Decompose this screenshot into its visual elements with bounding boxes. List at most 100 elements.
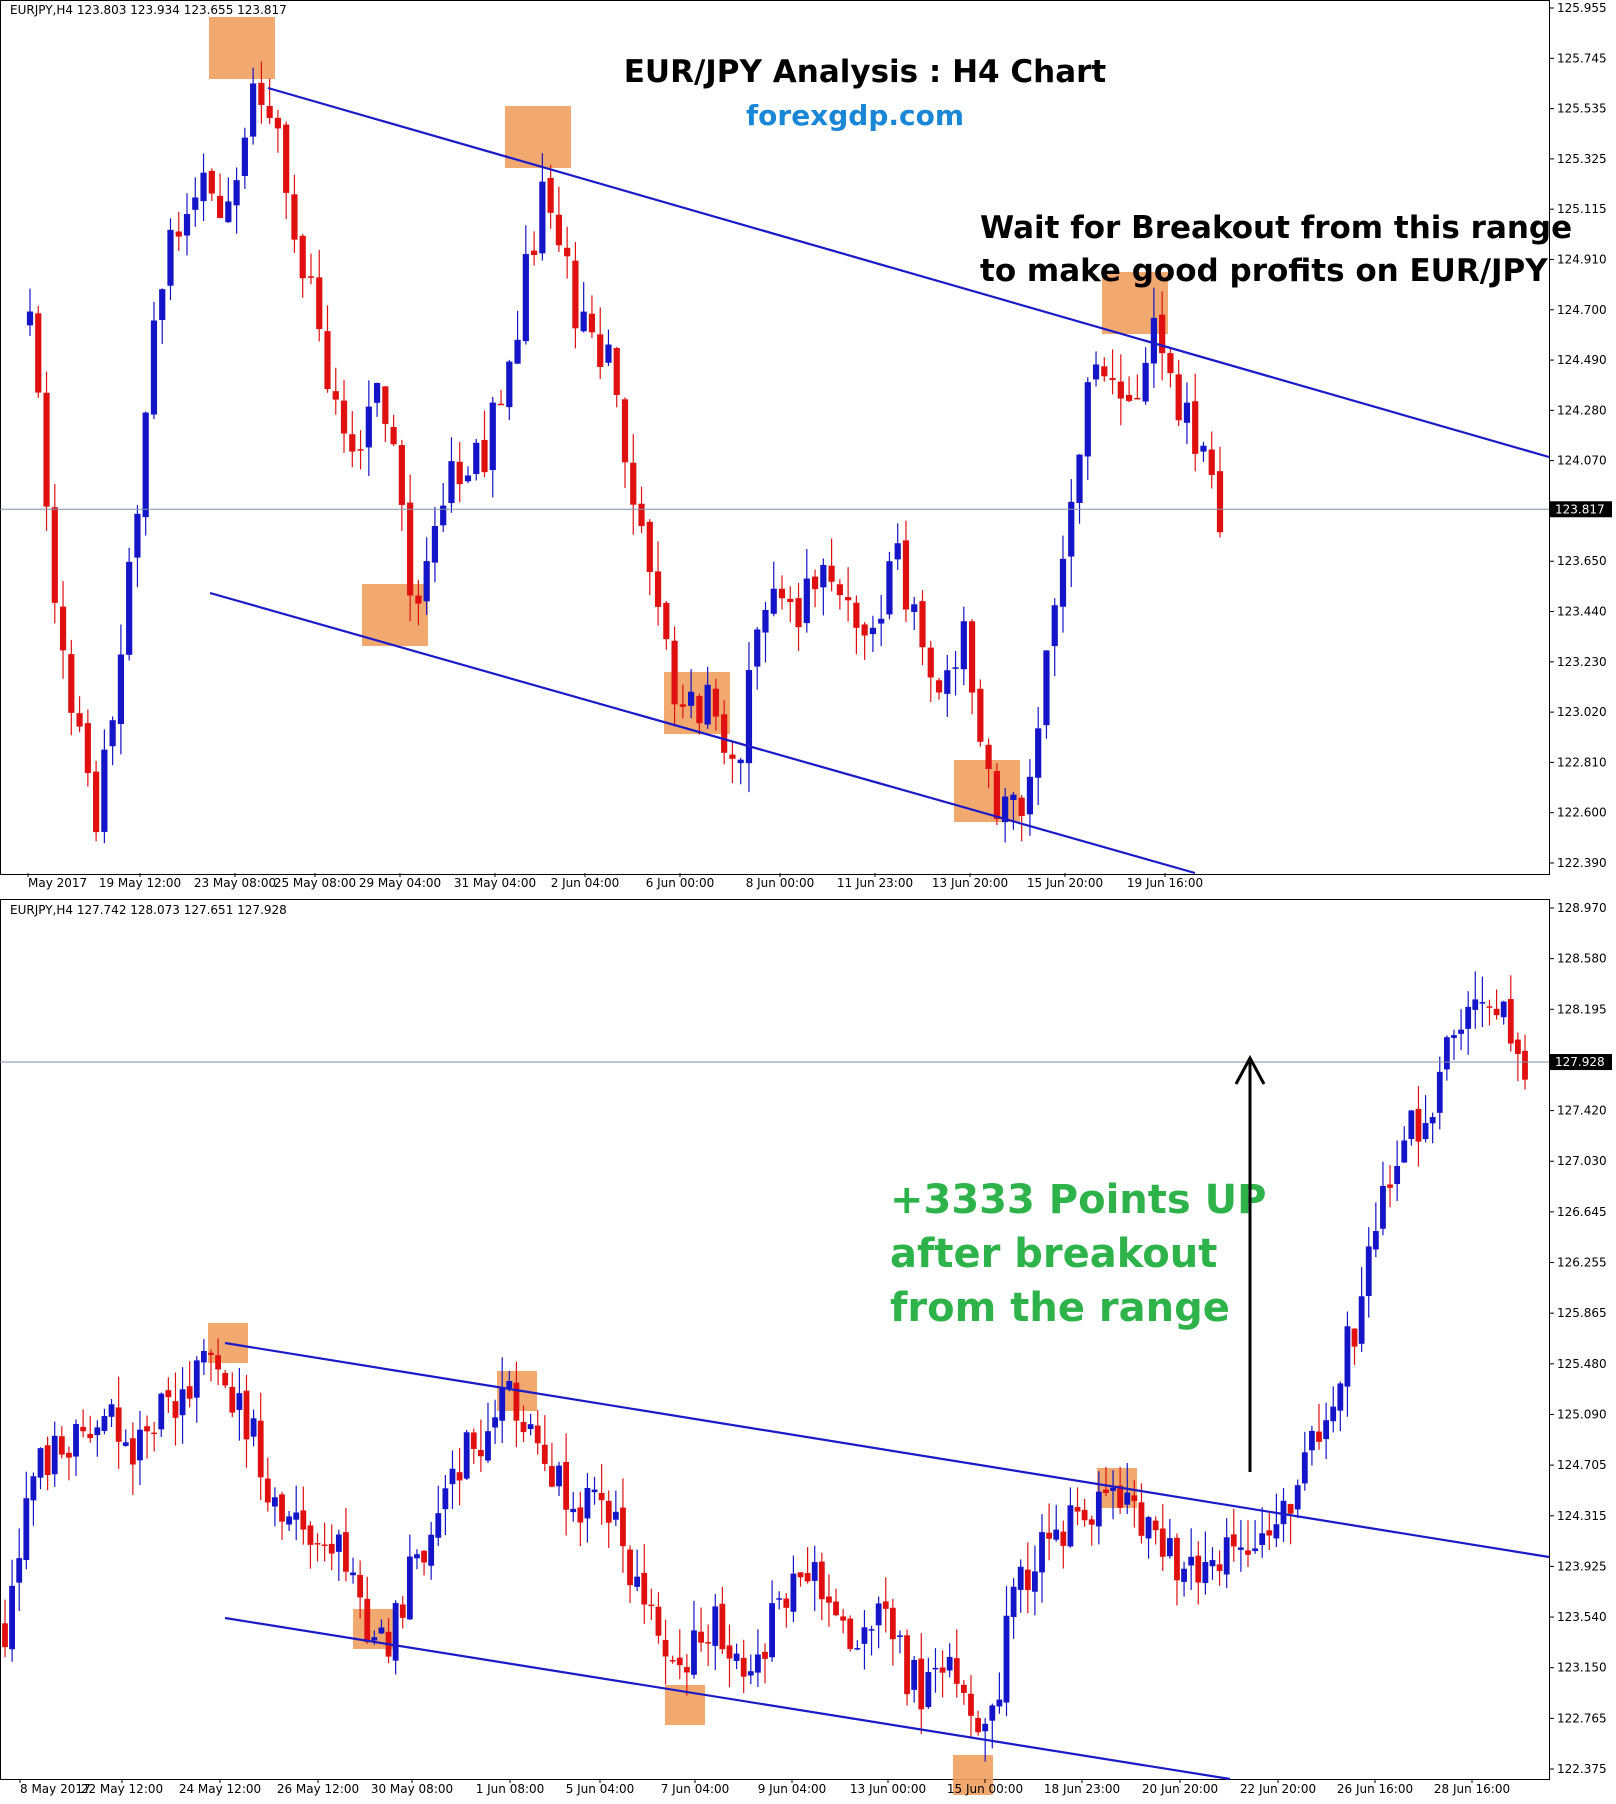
candle-body <box>59 606 67 651</box>
candle-body <box>332 391 339 400</box>
y-tick-label: 123.650 <box>1557 554 1607 568</box>
swing-zone <box>362 584 428 646</box>
candle-body <box>918 1658 925 1710</box>
y-tick-label: 122.600 <box>1557 806 1607 820</box>
x-tick-label: 8 Jun 00:00 <box>746 876 815 890</box>
trendline-support <box>209 591 1196 875</box>
x-tick-label: 11 Jun 23:00 <box>837 876 913 890</box>
candle-body <box>1230 1534 1237 1547</box>
candle-body <box>1330 1406 1337 1422</box>
candle-body <box>307 1525 314 1545</box>
candle-body <box>371 1637 378 1641</box>
candle-body <box>406 1556 413 1620</box>
y-tick-label: 124.700 <box>1557 303 1607 317</box>
lower-annotation-line-2: after breakout <box>890 1231 1217 1277</box>
swing-zone <box>209 17 275 79</box>
candle-body <box>364 1598 371 1643</box>
candle-body <box>1323 1420 1330 1440</box>
candle-body <box>704 684 711 725</box>
candle-body <box>1125 394 1133 401</box>
candle-body <box>1142 362 1149 402</box>
candle-body <box>1216 1564 1223 1571</box>
candle-body <box>754 1654 761 1673</box>
candle-body <box>1316 1431 1322 1442</box>
candle-body <box>258 82 265 105</box>
x-tick-label: 29 May 04:00 <box>359 876 441 890</box>
candle-body <box>886 561 893 615</box>
candle-body <box>911 1659 918 1690</box>
candle-body <box>1365 1246 1372 1297</box>
candle-body <box>1522 1050 1528 1080</box>
candle-body <box>216 195 224 219</box>
candle-body <box>818 1561 825 1600</box>
candle-body <box>1159 1528 1166 1557</box>
candle-body <box>122 1442 129 1446</box>
candle-body <box>740 1657 747 1677</box>
candle-body <box>1436 1071 1443 1113</box>
candle-body <box>1237 1547 1244 1550</box>
candle-body <box>671 640 678 705</box>
candle-body <box>492 1417 498 1428</box>
candle-body <box>1408 1110 1415 1140</box>
x-tick-label: 22 Jun 20:00 <box>1240 1782 1316 1796</box>
candle-body <box>754 629 761 667</box>
candle-body <box>456 461 463 485</box>
candle-body <box>30 1476 37 1501</box>
candle-body <box>1202 1562 1209 1584</box>
candle-body <box>481 439 488 473</box>
candle-body <box>513 1382 520 1421</box>
candle-body <box>328 1543 335 1554</box>
candle-body <box>1174 1537 1180 1581</box>
candle-body <box>570 1508 577 1513</box>
candle-body <box>1245 1550 1251 1555</box>
candle-body <box>497 403 505 406</box>
candle-body <box>541 1444 548 1464</box>
candle-body <box>861 1627 868 1644</box>
candle-body <box>688 691 695 706</box>
y-tick-label: 127.420 <box>1557 1104 1607 1118</box>
candle-body <box>605 1500 612 1523</box>
breakout-arrow <box>1234 1054 1266 1472</box>
candle-body <box>691 1630 697 1675</box>
x-tick-label: 5 Jun 04:00 <box>566 1782 635 1796</box>
candle-body <box>225 201 232 223</box>
candle-body <box>747 1671 754 1676</box>
candle-body <box>115 1407 122 1442</box>
candle-body <box>151 1432 158 1435</box>
y-tick-label: 122.390 <box>1557 856 1607 870</box>
candle-body <box>108 1404 115 1417</box>
candle-body <box>655 1606 662 1636</box>
candle-body <box>485 1431 491 1461</box>
y-tick-label: 124.490 <box>1557 353 1607 367</box>
x-tick-label: 9 Jun 04:00 <box>758 1782 827 1796</box>
candle-body <box>87 1433 94 1439</box>
candle-body <box>1294 1485 1301 1510</box>
candle-body <box>1479 1002 1486 1004</box>
candle-body <box>953 1658 960 1684</box>
y-tick-label: 123.020 <box>1557 705 1607 719</box>
candle-body <box>1380 1185 1386 1229</box>
candle-body <box>1287 1504 1294 1514</box>
candle-body <box>648 1604 655 1607</box>
candle-body <box>861 624 868 636</box>
candle-body <box>1358 1296 1365 1344</box>
candle-body <box>556 1465 562 1487</box>
x-tick-label: May 2017 <box>28 876 87 890</box>
x-tick-label: 1 Jun 08:00 <box>476 1782 545 1796</box>
x-tick-label: 26 May 12:00 <box>277 1782 359 1796</box>
candle-body <box>1059 558 1067 607</box>
candle-body <box>43 392 50 507</box>
candle-body <box>630 462 637 505</box>
x-tick-label: 2 Jun 04:00 <box>551 876 620 890</box>
candle-body <box>463 1432 470 1479</box>
candle-body <box>902 540 910 610</box>
upper-chart-subtitle: forexgdp.com <box>746 99 964 132</box>
candle-body <box>1026 776 1034 815</box>
candle-body <box>662 1639 669 1657</box>
candle-body <box>215 1355 221 1370</box>
candle-body <box>243 1390 250 1440</box>
candle-body <box>1181 1568 1187 1582</box>
y-tick-label: 125.090 <box>1557 1407 1607 1421</box>
candle-body <box>307 276 315 278</box>
candle-body <box>826 1596 832 1603</box>
